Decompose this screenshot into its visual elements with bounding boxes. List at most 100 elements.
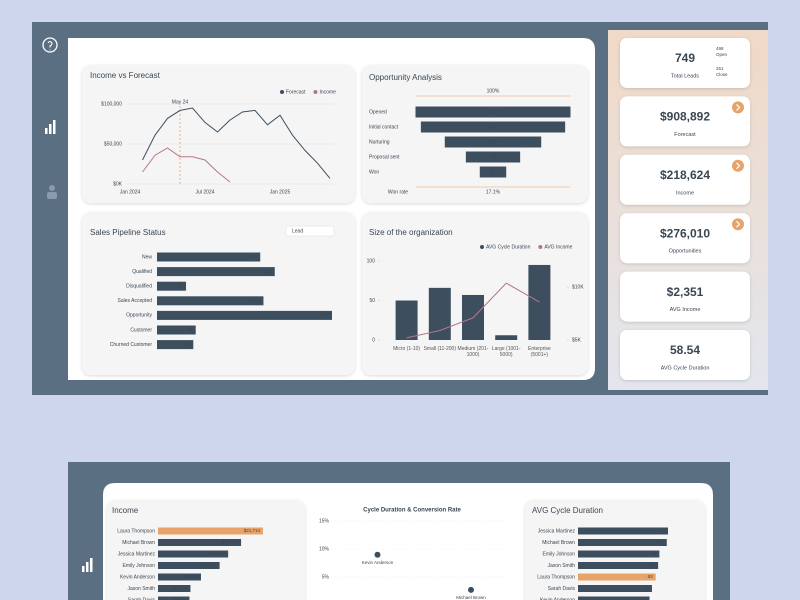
x-tick-text: Enterprise (5001+) xyxy=(527,346,551,358)
kpi-detail-value: 251 xyxy=(716,66,724,71)
annotation-label: May 24 xyxy=(172,99,189,105)
point xyxy=(468,586,474,593)
funnel-bar xyxy=(415,106,571,118)
point xyxy=(374,551,381,558)
card xyxy=(312,500,515,600)
value-label: 73 xyxy=(660,528,666,533)
funnel-bar xyxy=(479,166,507,178)
chart-title: AVG Cycle Duration xyxy=(532,506,603,515)
value-label: 48 xyxy=(188,327,194,332)
category-label: Laura Thompson xyxy=(117,528,155,534)
category-label: Jessica Martinez xyxy=(538,528,576,534)
category-label: Qualified xyxy=(132,269,152,275)
value-label: 36 xyxy=(178,283,184,288)
kpi-link[interactable] xyxy=(732,159,744,172)
bar xyxy=(578,562,659,569)
legend-marker xyxy=(480,245,484,249)
kpi-link[interactable] xyxy=(732,101,744,114)
kpi-label: Total Leads xyxy=(671,73,699,79)
x-tick-text: Small (11-200) xyxy=(423,346,456,352)
value-label: $12,738 xyxy=(200,563,217,568)
value-label: $17,178 xyxy=(222,540,239,545)
chart-title: Sales Pipeline Status xyxy=(90,228,166,237)
value-label: 132 xyxy=(253,298,261,303)
category-label: Sarah Davis xyxy=(548,586,576,592)
card xyxy=(362,65,588,203)
x-tick-label: Jul 2024 xyxy=(196,189,215,195)
bar xyxy=(158,596,190,600)
category-label: Kevin Anderson xyxy=(540,597,575,600)
funnel-bar xyxy=(465,151,521,163)
help-icon[interactable] xyxy=(42,37,58,53)
card xyxy=(107,500,305,600)
bar xyxy=(578,596,650,600)
kpi-link[interactable] xyxy=(732,218,744,231)
y-tick-label: 0 xyxy=(372,337,375,343)
kpi-detail-label: Open xyxy=(716,52,728,57)
kpi-label: Opportunities xyxy=(669,249,702,255)
bar xyxy=(157,296,264,306)
y-tick-label: 100 xyxy=(367,258,376,264)
kpi-card xyxy=(620,38,750,88)
y-tick-label: 5% xyxy=(322,574,330,580)
chart-title: Opportunity Analysis xyxy=(369,73,442,82)
category-label: Opportunity xyxy=(126,313,152,319)
y2-tick-label: $5K xyxy=(572,337,582,343)
value-label: $14,508 xyxy=(209,551,226,556)
kpi-value: 749 xyxy=(675,51,695,65)
kpi-link-chevron xyxy=(736,162,741,170)
funnel-bottom-caption: Won rate xyxy=(388,189,408,195)
category-label: Churned Customer xyxy=(110,342,153,348)
legend-label: AVG Income xyxy=(544,244,572,250)
kpi-detail-value: 498 xyxy=(716,46,724,51)
x-tick-text: Micro (1-10) xyxy=(393,346,421,352)
value-label: 146 xyxy=(264,269,272,274)
card xyxy=(82,212,355,375)
category-label: Sales Accepted xyxy=(118,298,153,304)
x-tick-text: Large (1001-5000) xyxy=(491,346,521,358)
kpi-label: Forecast xyxy=(674,132,696,138)
category-label: Customer xyxy=(130,327,152,333)
value-label: 37 xyxy=(490,169,496,175)
kpi-card xyxy=(620,213,750,264)
legend-label: Income xyxy=(319,89,336,95)
kpi-card xyxy=(620,154,750,205)
bar xyxy=(158,573,201,581)
x-tick-label: Micro (1-10) xyxy=(393,346,421,352)
category-label: Initial contact xyxy=(369,124,399,130)
filter-dropdown[interactable] xyxy=(285,225,335,237)
category-label: Nurturing xyxy=(369,139,390,145)
category-label: Proposal sent xyxy=(369,154,400,160)
series-line xyxy=(142,107,331,179)
bar xyxy=(158,550,229,558)
category-label: Jessica Martinez xyxy=(118,551,156,557)
filter-label: Lead xyxy=(292,228,303,234)
chart-nav-icon[interactable] xyxy=(45,120,56,134)
legend-marker xyxy=(313,90,318,94)
kpi-value: $2,351 xyxy=(667,285,704,299)
card xyxy=(525,500,705,600)
bar xyxy=(157,281,187,291)
legend-marker xyxy=(280,90,284,94)
value-label: 128 xyxy=(250,254,258,259)
value-label: 72 xyxy=(659,540,665,545)
category-label: Disqualified xyxy=(126,284,152,290)
bar xyxy=(158,539,242,546)
people-nav-icon[interactable] xyxy=(47,185,57,199)
y-tick-label: $50,000 xyxy=(104,141,122,147)
value-label: 202 xyxy=(489,124,498,130)
y-tick-label: 15% xyxy=(319,519,330,525)
kpi-label: AVG Cycle Duration xyxy=(661,365,710,371)
value-label: 217 xyxy=(321,313,329,318)
bar xyxy=(528,264,551,340)
chart-nav-icon[interactable] xyxy=(82,558,93,572)
y-tick-label: $100,000 xyxy=(101,101,122,107)
kpi-value: 58.54 xyxy=(670,343,700,357)
bar xyxy=(495,335,518,340)
help-glyph xyxy=(47,40,53,51)
y-tick-label: 10% xyxy=(319,546,330,552)
kpi-detail-label: Close xyxy=(716,72,728,77)
y-tick-label: 50 xyxy=(369,298,375,304)
funnel-bar xyxy=(444,136,542,148)
